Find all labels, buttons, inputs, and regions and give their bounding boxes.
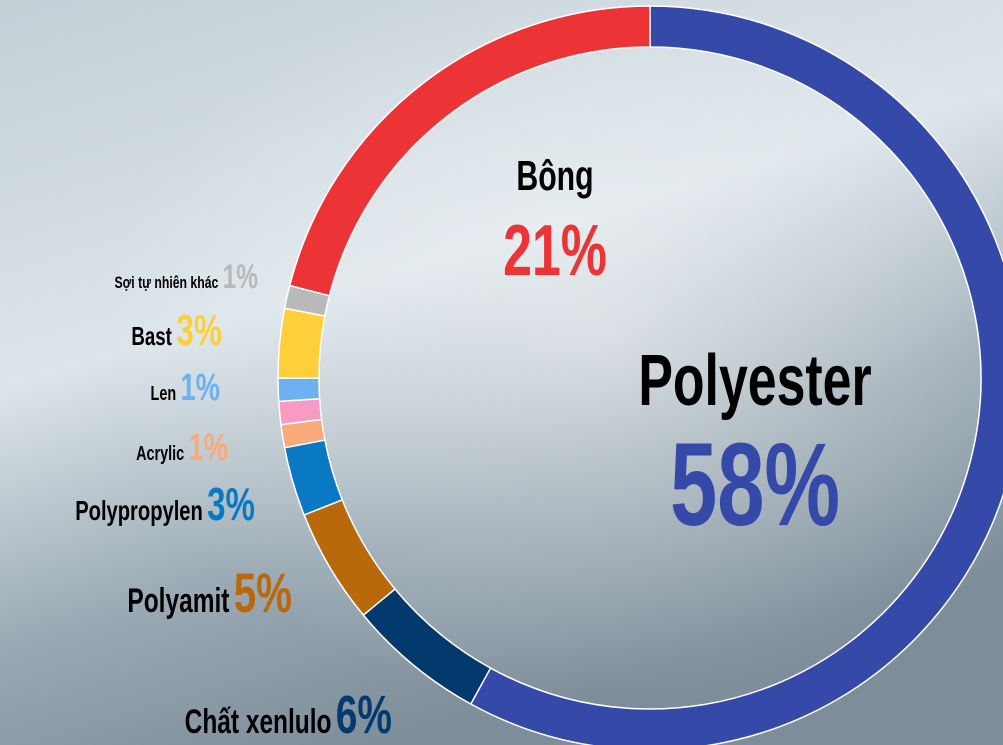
category-label: Chất xenlulo xyxy=(185,703,332,741)
label: Chất xenlulo6% xyxy=(185,684,392,745)
category-label: Polyamit xyxy=(127,582,229,620)
donut-segment xyxy=(277,377,321,403)
donut-segment xyxy=(288,5,651,297)
value-label: 1% xyxy=(223,258,258,296)
label: Bast3% xyxy=(131,306,222,355)
value-label: 5% xyxy=(234,563,292,625)
category-label: Bast xyxy=(131,321,172,351)
category-label: Bông xyxy=(516,152,593,199)
label: Sợi tự nhiên khác 1% xyxy=(114,258,258,296)
donut xyxy=(277,5,1003,745)
value-label: 21% xyxy=(503,211,607,291)
value-label: 6% xyxy=(336,684,392,745)
category-label: Polyester xyxy=(638,341,871,421)
value-label: 3% xyxy=(176,306,222,355)
label: Acrylic 1% xyxy=(136,427,228,469)
category-label: Sợi tự nhiên khác xyxy=(114,274,218,292)
category-label: Len xyxy=(151,382,177,405)
label: Len 1% xyxy=(151,367,220,409)
category-label: Acrylic xyxy=(136,442,184,465)
category-label: Polypropylen xyxy=(75,496,203,527)
value-label: 3% xyxy=(207,480,255,530)
value-label: 1% xyxy=(180,367,220,409)
label: Polypropylen3% xyxy=(75,480,255,530)
donut-segment xyxy=(277,397,323,426)
donut-segment xyxy=(469,5,1003,745)
value-label: 58% xyxy=(670,418,840,550)
value-label: 1% xyxy=(188,427,228,469)
donut-segment xyxy=(277,307,326,379)
label: Polyamit5% xyxy=(127,563,292,625)
